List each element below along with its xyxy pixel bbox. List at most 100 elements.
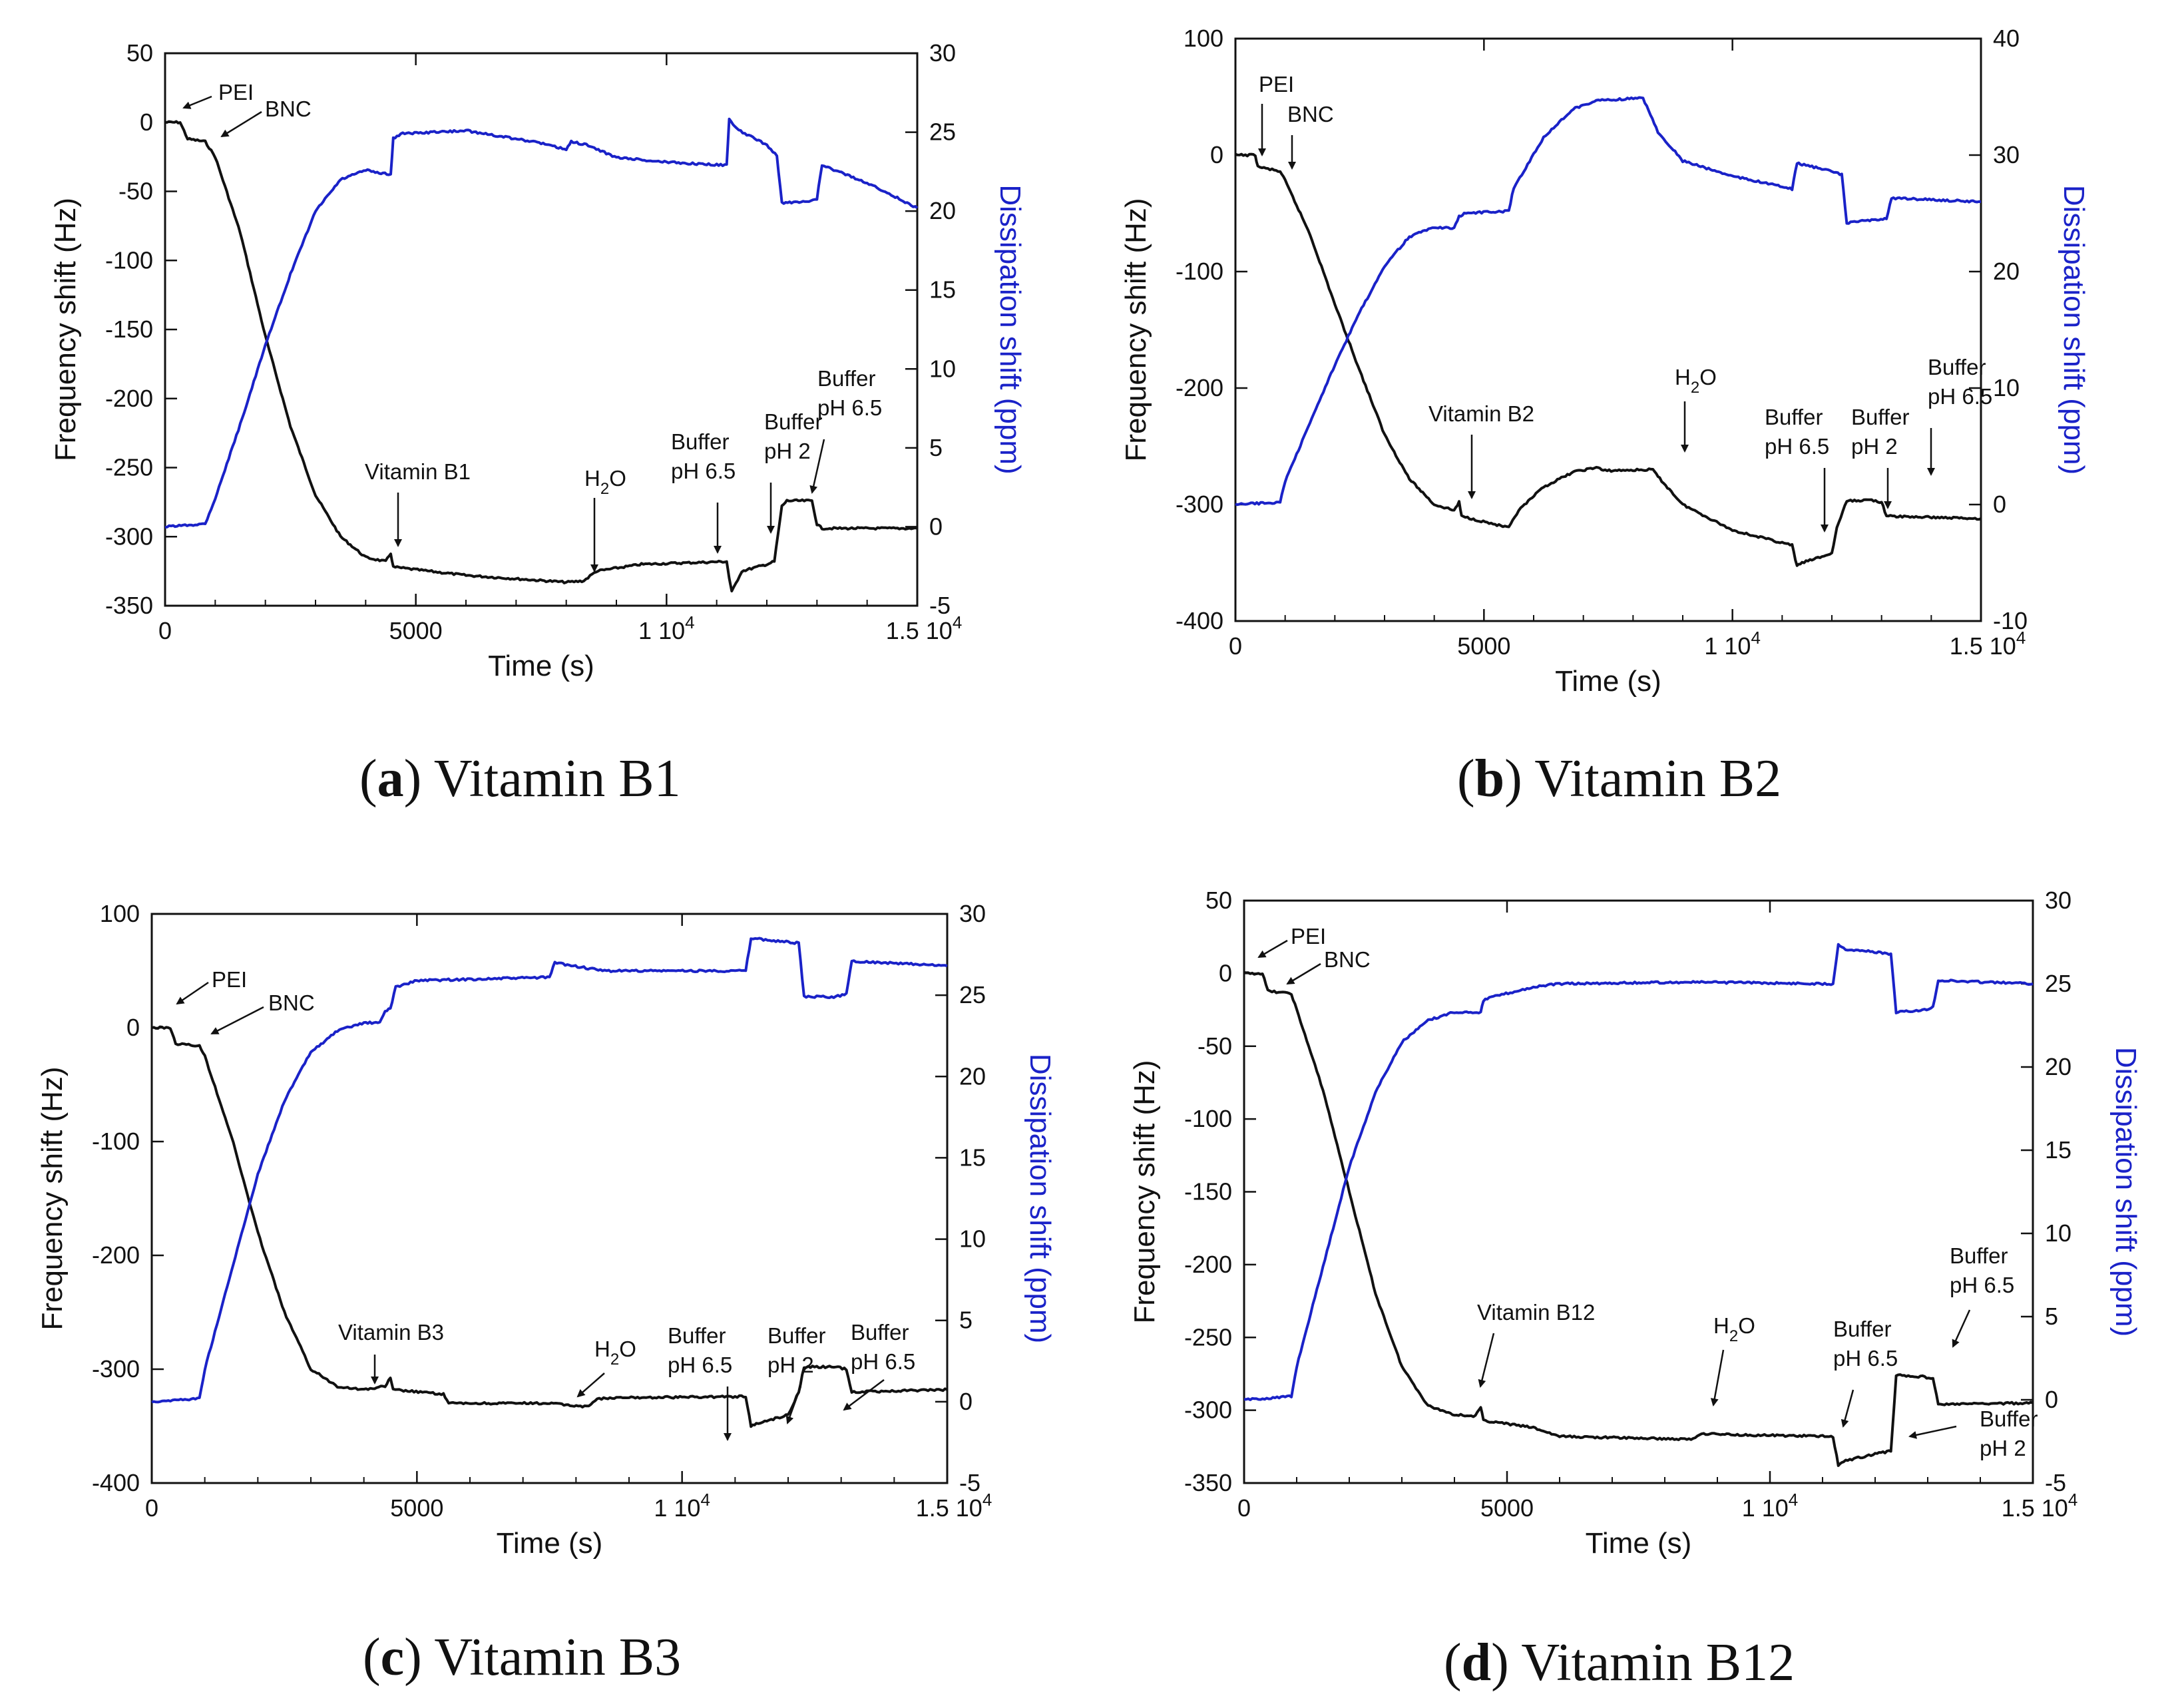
annotation-label: Buffer pH 6.5 <box>851 1320 915 1374</box>
annotation-label: PEI <box>1259 72 1294 97</box>
x-axis-label: Time (s) <box>497 1527 603 1560</box>
annotation-2: Vitamin B12 <box>1477 1300 1595 1388</box>
x-tick-label: 0 <box>145 1494 158 1522</box>
annotation-label: Buffer pH 2 <box>1980 1406 2038 1460</box>
diss-tick-label: 0 <box>959 1388 973 1415</box>
annotation-arrow <box>1286 962 1321 985</box>
annotation-3: H2O <box>1710 1313 1755 1406</box>
freq-tick-label: -200 <box>1176 374 1223 401</box>
x-tick-label: 1.5 104 <box>2002 1490 2078 1522</box>
annotation-5: Buffer pH 6.5 <box>1950 1243 2014 1348</box>
chart-a: 500-50-100-150-200-250-300-3503025201510… <box>49 39 1026 682</box>
annotation-0: PEI <box>176 967 247 1005</box>
x-tick-label: 5000 <box>1457 632 1510 660</box>
dissipation-series-line <box>151 937 948 1404</box>
annotation-6: Buffer pH 6.5 <box>809 366 882 494</box>
annotation-label: BNC <box>1324 947 1371 972</box>
annotation-4: Buffer pH 6.5 <box>1833 1317 1898 1428</box>
freq-tick-label: -300 <box>1184 1396 1232 1424</box>
freq-axis-label: Frequency shift (Hz) <box>49 198 82 461</box>
diss-tick-label: 0 <box>2045 1386 2058 1413</box>
annotation-arrow <box>210 1006 264 1035</box>
diss-tick-label: 5 <box>2045 1303 2058 1330</box>
annotation-label: BNC <box>1287 102 1334 126</box>
annotation-6: Buffer pH 6.5 <box>1927 355 1992 476</box>
diss-tick-label: 10 <box>1993 374 2020 401</box>
annotation-arrow <box>809 439 825 494</box>
freq-tick-label: -250 <box>1184 1323 1232 1351</box>
annotation-label: Buffer pH 2 <box>767 1323 825 1377</box>
annotation-arrow <box>176 981 209 1005</box>
x-axis-label: Time (s) <box>1555 665 1661 698</box>
diss-tick-label: 20 <box>929 197 956 224</box>
dissipation-series-line <box>164 117 919 529</box>
caption-text: Vitamin B2 <box>1534 749 1782 808</box>
x-tick-label: 5000 <box>389 617 443 644</box>
annotation-label: BNC <box>265 97 312 121</box>
diss-tick-label: 25 <box>2045 970 2071 997</box>
freq-tick-label: -250 <box>105 454 153 481</box>
freq-tick-label: -200 <box>105 385 153 412</box>
x-axis-label: Time (s) <box>488 650 594 682</box>
annotation-1: BNC <box>220 97 312 138</box>
plot-frame <box>150 913 949 1484</box>
diss-tick-label: -10 <box>1993 607 2028 634</box>
dissipation-series-line <box>1235 96 1982 507</box>
x-axis-label: Time (s) <box>1586 1527 1692 1560</box>
diss-tick-label: 25 <box>959 981 986 1008</box>
freq-tick-label: -100 <box>1184 1105 1232 1132</box>
freq-tick-label: 0 <box>1210 141 1223 168</box>
annotation-label: Vitamin B12 <box>1477 1300 1595 1325</box>
chart-d: 500-50-100-150-200-250-300-3503025201510… <box>1128 887 2142 1560</box>
plot-frame <box>1243 899 2034 1484</box>
x-tick-label: 0 <box>158 617 172 644</box>
annotation-arrow <box>785 1386 802 1424</box>
plot-frame <box>164 52 919 607</box>
annotation-label: PEI <box>212 967 247 992</box>
diss-tick-label: 30 <box>1993 141 2020 168</box>
frequency-series-line <box>1235 152 1982 567</box>
panel-c: 100 0 -100 -200 -300 -400 30 25 20 15 10 5 0 -5 0 5000 1… <box>0 854 1088 1708</box>
diss-tick-label: -5 <box>2045 1469 2066 1496</box>
annotation-3: H2O <box>576 1337 636 1398</box>
caption-letter: c <box>380 1628 405 1687</box>
freq-tick-label: -50 <box>1197 1032 1232 1060</box>
diss-tick-label: 40 <box>1993 25 2020 52</box>
annotation-0: PEI <box>182 80 254 109</box>
annotation-arrow <box>843 1379 885 1411</box>
freq-tick-label: 100 <box>100 900 140 927</box>
freq-tick-label: -100 <box>92 1128 140 1155</box>
annotation-0: PEI <box>1257 924 1326 959</box>
freq-tick-label: -400 <box>92 1469 140 1496</box>
annotation-label: Vitamin B2 <box>1428 401 1534 426</box>
annotation-1: BNC <box>210 990 315 1035</box>
x-tick-label: 5000 <box>1480 1494 1534 1522</box>
annotation-arrow <box>576 1373 605 1398</box>
annotation-label: Buffer pH 6.5 <box>668 1323 732 1377</box>
diss-tick-label: 0 <box>929 513 943 540</box>
freq-tick-label: -350 <box>105 592 153 619</box>
caption-text: Vitamin B12 <box>1521 1633 1795 1692</box>
diss-tick-label: 10 <box>959 1225 986 1253</box>
annotation-label: H2O <box>594 1337 636 1369</box>
x-tick-label: 0 <box>1229 632 1242 660</box>
caption-text: Vitamin B3 <box>434 1628 682 1687</box>
diss-tick-label: 20 <box>2045 1053 2071 1080</box>
diss-tick-label: 5 <box>929 434 943 461</box>
plot-frame <box>1234 37 1982 622</box>
annotation-label: BNC <box>268 990 315 1015</box>
annotation-label: Vitamin B3 <box>338 1320 444 1345</box>
panel-caption: (b) Vitamin B2 <box>1457 749 1782 808</box>
diss-tick-label: 15 <box>959 1144 986 1171</box>
freq-tick-label: -300 <box>105 523 153 550</box>
freq-tick-label: 0 <box>126 1014 140 1041</box>
annotation-label: Vitamin B1 <box>365 459 471 484</box>
x-tick-label: 5000 <box>390 1494 443 1522</box>
annotation-arrow <box>1710 1349 1725 1406</box>
annotation-arrow <box>1952 1309 1971 1348</box>
diss-axis-label: Dissipation shift (ppm) <box>1024 1054 1056 1343</box>
annotation-5: Buffer pH 2 <box>767 1323 825 1424</box>
panel-caption: (a) Vitamin B1 <box>359 749 681 808</box>
freq-tick-label: -200 <box>1184 1251 1232 1278</box>
dissipation-series-line <box>1243 943 2034 1401</box>
